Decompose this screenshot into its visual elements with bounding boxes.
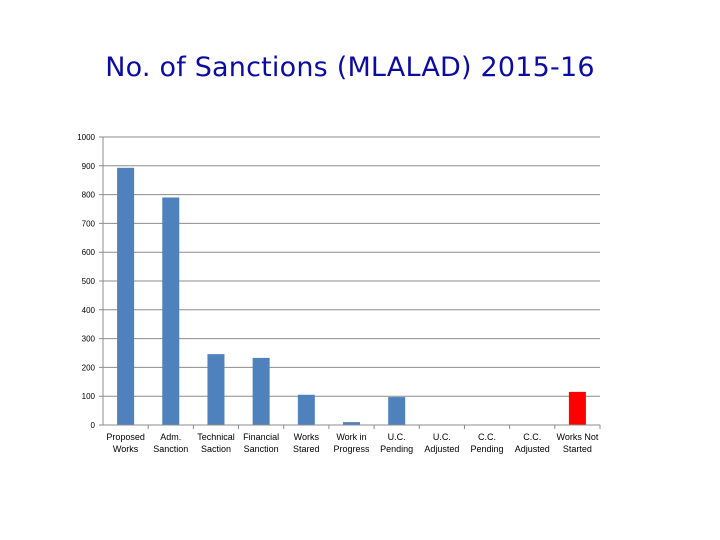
y-tick-label: 200 [82, 363, 96, 372]
bar [252, 357, 270, 425]
y-tick-label: 500 [82, 277, 96, 286]
bar [117, 167, 135, 426]
x-tick-label: Pending [471, 444, 504, 454]
x-tick-label: Sanction [153, 444, 188, 454]
x-tick-label: U.C. [388, 432, 406, 442]
bars [117, 167, 586, 426]
bar [568, 391, 586, 425]
bar [297, 394, 315, 425]
y-tick-label: 300 [82, 335, 96, 344]
x-tick-label: Proposed [106, 432, 145, 442]
bar [388, 397, 406, 425]
chart-title: No. of Sanctions (MLALAD) 2015-16 [105, 52, 595, 83]
bar [207, 354, 225, 425]
y-tick-label: 400 [82, 306, 96, 315]
x-tick-label: Sanction [244, 444, 279, 454]
x-tick-label: Technical [197, 432, 235, 442]
x-tick-label: Pending [380, 444, 413, 454]
y-tick-label: 100 [82, 392, 96, 401]
y-axis: 0 100 200 300 400 500 600 700 800 900 1000 [77, 133, 104, 430]
x-tick-label: U.C. [433, 432, 451, 442]
x-tick-label: Progress [333, 444, 370, 454]
y-tick-label: 1000 [77, 133, 95, 142]
x-tick-label: Saction [201, 444, 231, 454]
bar [343, 422, 360, 425]
gridlines [99, 136, 600, 426]
x-tick-label: Adm. [160, 432, 181, 442]
x-tick-label: Work in [336, 432, 366, 442]
x-tick-label: Works [113, 444, 139, 454]
x-tick-label: Works [294, 432, 320, 442]
x-tick-label: C.C. [523, 432, 541, 442]
x-tick-label: Stared [293, 444, 320, 454]
y-tick-label: 800 [82, 191, 96, 200]
bar [162, 197, 180, 425]
y-tick-label: 0 [91, 421, 96, 430]
y-tick-label: 700 [82, 219, 96, 228]
x-tick-label: Adjusted [424, 444, 459, 454]
x-tick-label: C.C. [478, 432, 496, 442]
y-tick-label: 600 [82, 248, 96, 257]
x-tick-label: Financial [243, 432, 279, 442]
x-tick-label: Adjusted [515, 444, 550, 454]
x-tick-label: Started [563, 444, 592, 454]
x-tick-label: Works Not [556, 432, 598, 442]
x-axis: Proposed Works Adm. Sanction Technical Sactio… [99, 424, 601, 454]
y-tick-label: 900 [82, 162, 96, 171]
